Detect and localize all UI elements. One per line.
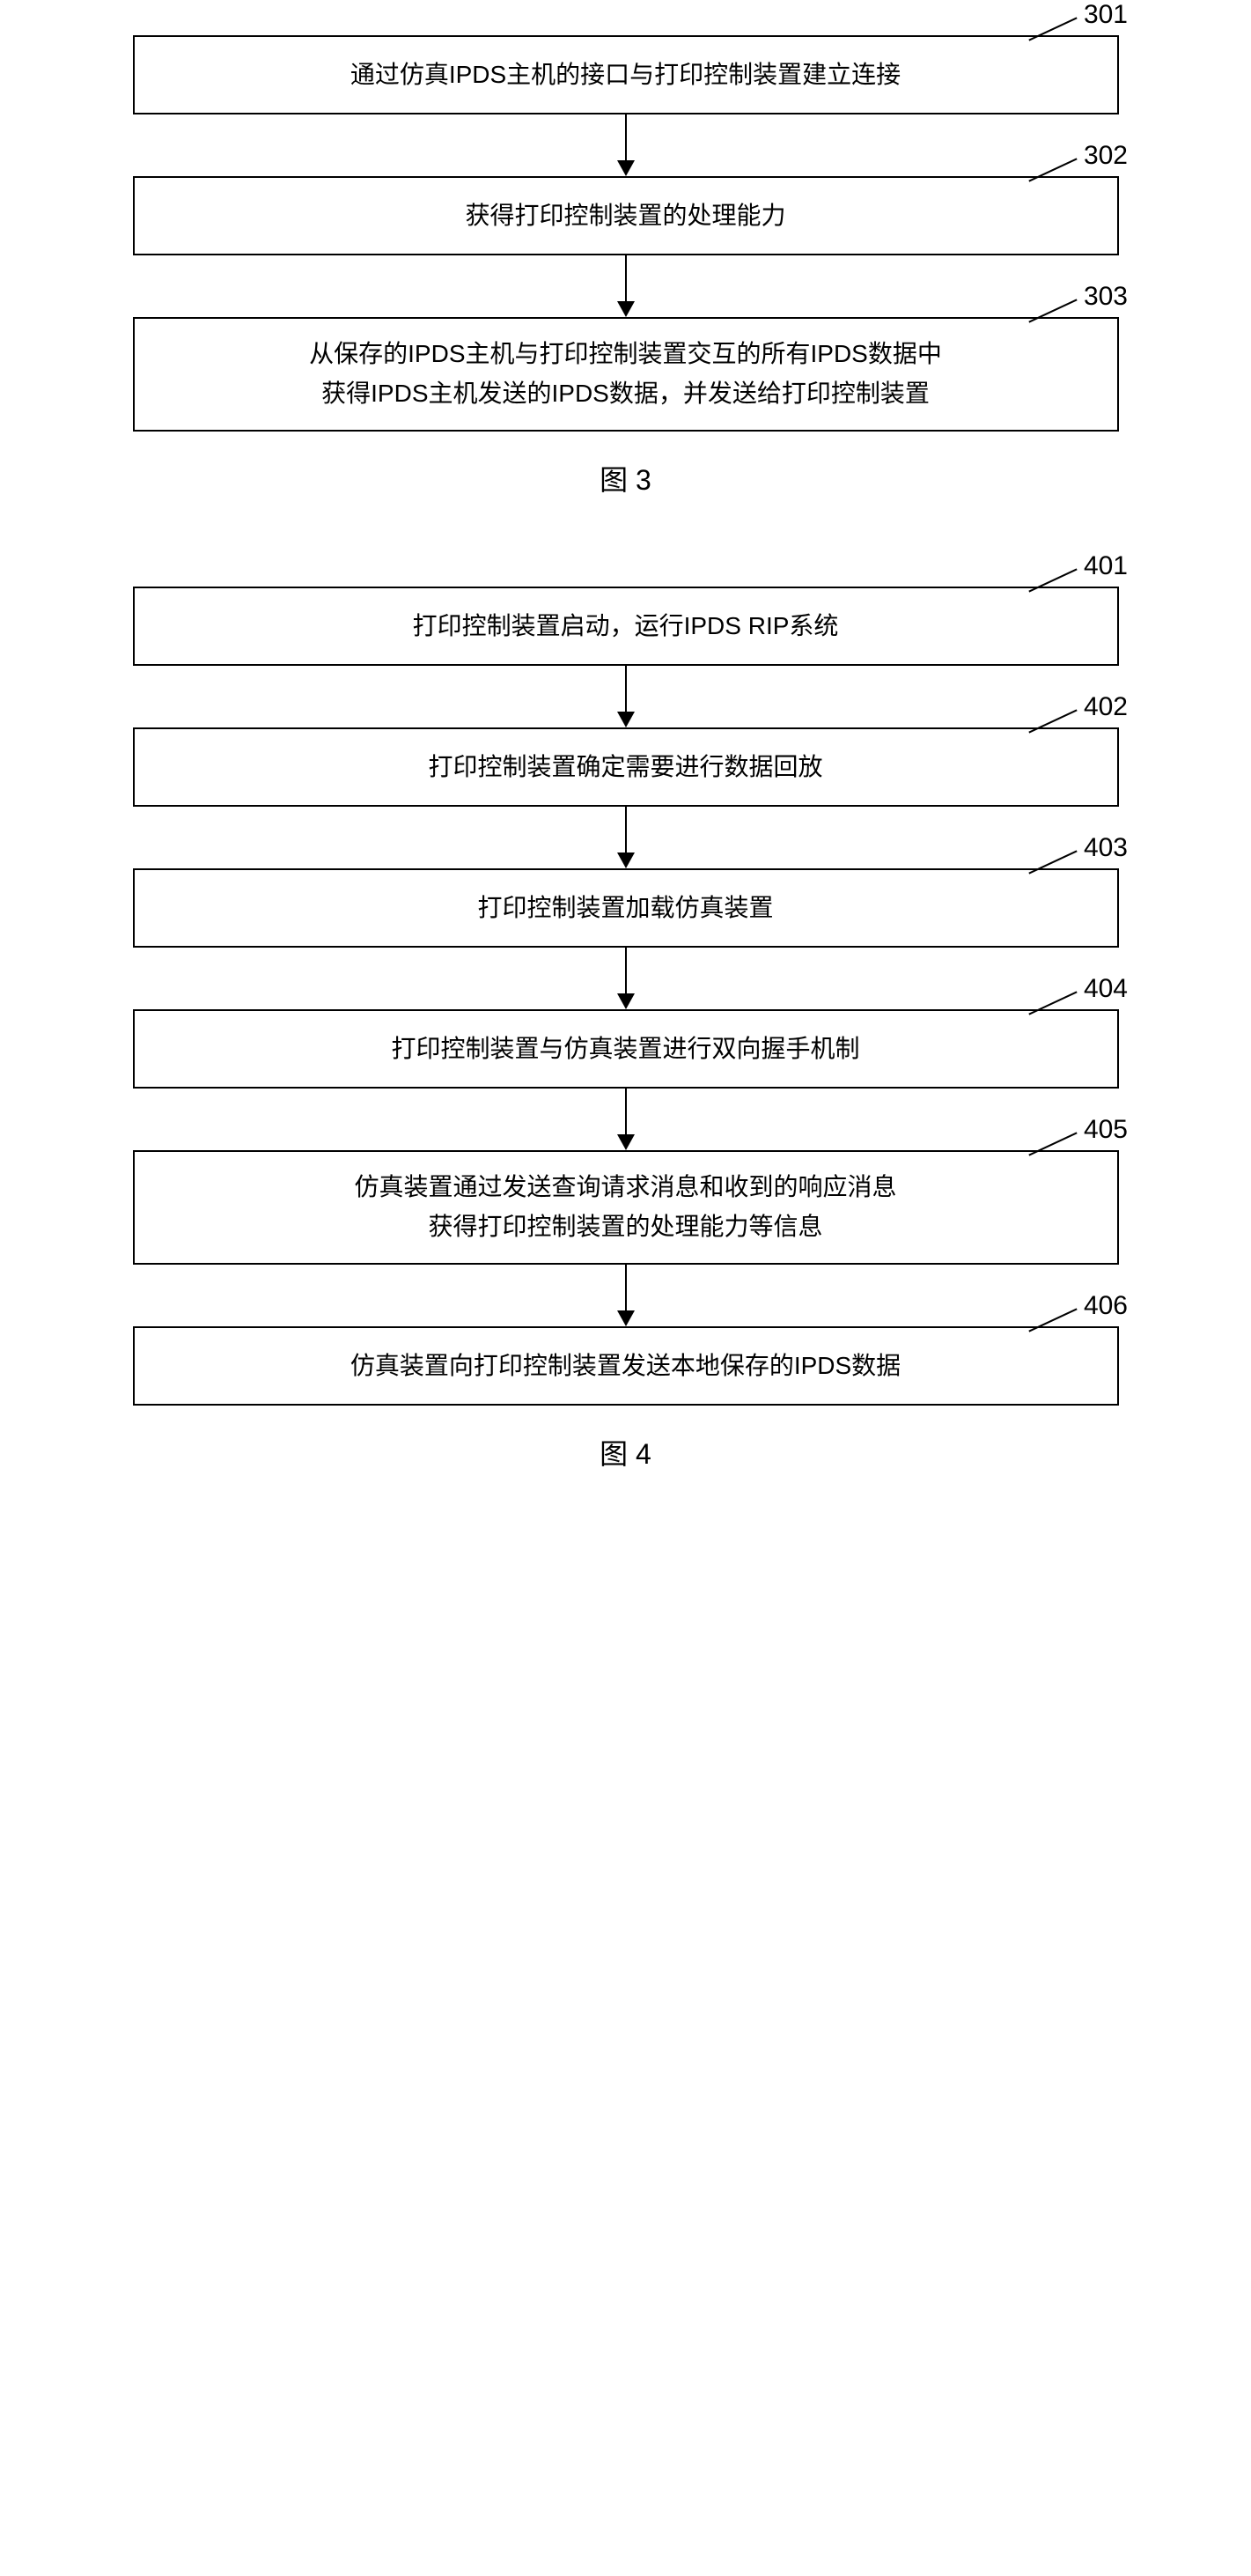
arrow-head-icon bbox=[617, 712, 635, 727]
step-box-406: 仿真装置向打印控制装置发送本地保存的IPDS数据 bbox=[133, 1326, 1119, 1406]
step-label: 401 bbox=[1084, 551, 1128, 581]
step-wrapper: 从保存的IPDS主机与打印控制装置交互的所有IPDS数据中 获得IPDS主机发送… bbox=[70, 317, 1181, 432]
arrow bbox=[617, 1089, 635, 1150]
step-text: 打印控制装置与仿真装置进行双向握手机制 bbox=[391, 1030, 859, 1069]
step-label: 404 bbox=[1084, 974, 1128, 1004]
figure-3-flowchart: 通过仿真IPDS主机的接口与打印控制装置建立连接 301 获得打印控制装置的处理… bbox=[70, 35, 1181, 534]
step-box-303: 从保存的IPDS主机与打印控制装置交互的所有IPDS数据中 获得IPDS主机发送… bbox=[133, 317, 1119, 432]
step-text: 打印控制装置加载仿真装置 bbox=[477, 889, 773, 928]
step-label: 303 bbox=[1084, 282, 1128, 312]
step-text: 通过仿真IPDS主机的接口与打印控制装置建立连接 bbox=[350, 55, 901, 95]
step-wrapper: 打印控制装置启动，运行IPDS RIP系统 401 bbox=[70, 587, 1181, 666]
step-label: 402 bbox=[1084, 692, 1128, 722]
step-wrapper: 仿真装置通过发送查询请求消息和收到的响应消息 获得打印控制装置的处理能力等信息 … bbox=[70, 1150, 1181, 1265]
arrow bbox=[617, 807, 635, 868]
arrow bbox=[617, 948, 635, 1009]
arrow bbox=[617, 1265, 635, 1326]
arrow bbox=[617, 255, 635, 317]
step-label: 406 bbox=[1084, 1291, 1128, 1321]
step-label: 403 bbox=[1084, 833, 1128, 863]
arrow-line bbox=[625, 1089, 627, 1134]
step-box-404: 打印控制装置与仿真装置进行双向握手机制 bbox=[133, 1009, 1119, 1089]
step-wrapper: 通过仿真IPDS主机的接口与打印控制装置建立连接 301 bbox=[70, 35, 1181, 114]
arrow-line bbox=[625, 948, 627, 993]
step-box-403: 打印控制装置加载仿真装置 bbox=[133, 868, 1119, 948]
step-text: 仿真装置通过发送查询请求消息和收到的响应消息 获得打印控制装置的处理能力等信息 bbox=[354, 1168, 896, 1247]
arrow-head-icon bbox=[617, 160, 635, 176]
arrow-head-icon bbox=[617, 1310, 635, 1326]
arrow-head-icon bbox=[617, 853, 635, 868]
step-text: 获得打印控制装置的处理能力 bbox=[465, 196, 785, 236]
arrow bbox=[617, 666, 635, 727]
step-text: 从保存的IPDS主机与打印控制装置交互的所有IPDS数据中 获得IPDS主机发送… bbox=[309, 335, 942, 414]
arrow-head-icon bbox=[617, 993, 635, 1009]
step-wrapper: 打印控制装置确定需要进行数据回放 402 bbox=[70, 727, 1181, 807]
figure-4-caption: 图 4 bbox=[600, 1432, 651, 1473]
step-box-301: 通过仿真IPDS主机的接口与打印控制装置建立连接 bbox=[133, 35, 1119, 114]
step-text: 打印控制装置启动，运行IPDS RIP系统 bbox=[413, 607, 839, 646]
arrow-head-icon bbox=[617, 301, 635, 317]
step-wrapper: 打印控制装置与仿真装置进行双向握手机制 404 bbox=[70, 1009, 1181, 1089]
arrow-line bbox=[625, 114, 627, 160]
step-label: 301 bbox=[1084, 0, 1128, 30]
step-wrapper: 获得打印控制装置的处理能力 302 bbox=[70, 176, 1181, 255]
step-text: 仿真装置向打印控制装置发送本地保存的IPDS数据 bbox=[350, 1347, 901, 1386]
arrow-line bbox=[625, 807, 627, 853]
step-label: 405 bbox=[1084, 1115, 1128, 1145]
step-text: 打印控制装置确定需要进行数据回放 bbox=[428, 748, 822, 787]
arrow-line bbox=[625, 666, 627, 712]
step-box-405: 仿真装置通过发送查询请求消息和收到的响应消息 获得打印控制装置的处理能力等信息 bbox=[133, 1150, 1119, 1265]
step-box-401: 打印控制装置启动，运行IPDS RIP系统 bbox=[133, 587, 1119, 666]
arrow-line bbox=[625, 255, 627, 301]
step-label: 302 bbox=[1084, 141, 1128, 171]
figure-4-flowchart: 打印控制装置启动，运行IPDS RIP系统 401 打印控制装置确定需要进行数据… bbox=[70, 587, 1181, 1508]
step-box-402: 打印控制装置确定需要进行数据回放 bbox=[133, 727, 1119, 807]
arrow-line bbox=[625, 1265, 627, 1310]
step-wrapper: 打印控制装置加载仿真装置 403 bbox=[70, 868, 1181, 948]
arrow-head-icon bbox=[617, 1134, 635, 1150]
step-wrapper: 仿真装置向打印控制装置发送本地保存的IPDS数据 406 bbox=[70, 1326, 1181, 1406]
arrow bbox=[617, 114, 635, 176]
figure-3-caption: 图 3 bbox=[600, 458, 651, 498]
step-box-302: 获得打印控制装置的处理能力 bbox=[133, 176, 1119, 255]
